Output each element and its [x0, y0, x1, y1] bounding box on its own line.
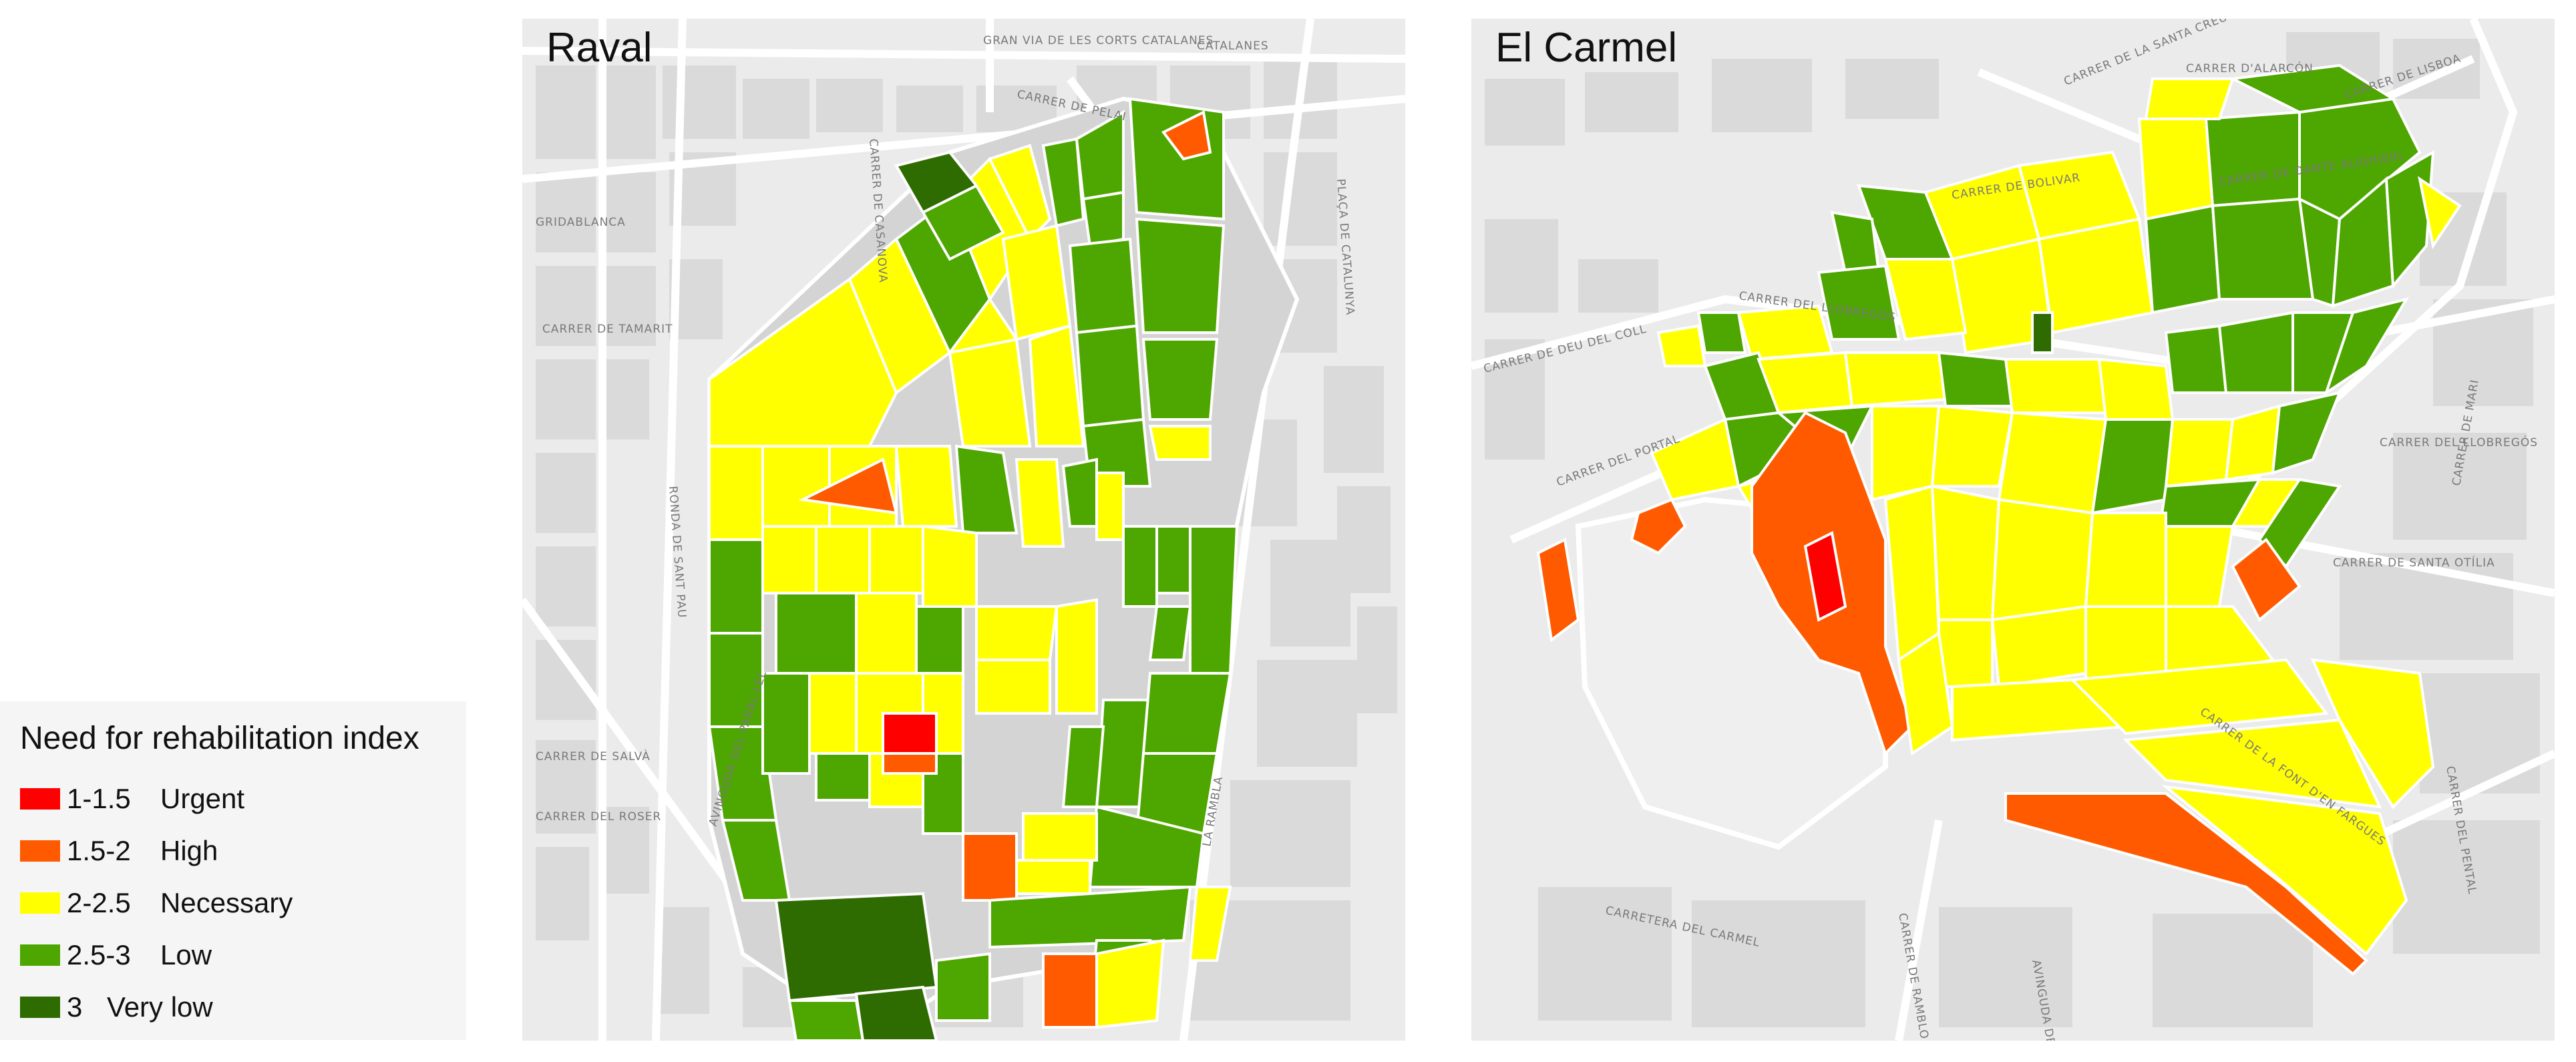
street-label: GRIDABLANCA: [536, 216, 626, 229]
legend-label: Very low: [107, 991, 213, 1023]
legend-item-very-low: 3 Very low: [20, 981, 466, 1033]
el-carmel-parcels: [1536, 63, 2462, 976]
legend: Need for rehabilitation index 1-1.5 Urge…: [0, 701, 466, 1040]
legend-swatch: [20, 840, 60, 862]
legend-item-low: 2.5-3 Low: [20, 929, 466, 981]
street-label: CATALANES: [1197, 39, 1269, 53]
street-label: CARRER DEL LLOBREGÓS: [2380, 435, 2538, 450]
legend-item-urgent: 1-1.5 Urgent: [20, 773, 466, 825]
legend-label: High: [160, 835, 218, 866]
raval-map[interactable]: CATALANES GRAN VIA DE LES CORTS CATALANE…: [522, 19, 1405, 1041]
legend-range: 1-1.5: [67, 783, 131, 814]
legend-label: Necessary: [160, 887, 293, 918]
raval-map-canvas: CATALANES GRAN VIA DE LES CORTS CATALANE…: [522, 19, 1405, 1041]
legend-item-necessary: 2-2.5 Necessary: [20, 877, 466, 929]
street-label: CARRER DE TAMARIT: [542, 323, 673, 336]
legend-swatch: [20, 997, 60, 1018]
legend-label: Urgent: [160, 783, 245, 814]
legend-swatch: [20, 944, 60, 966]
legend-label: Low: [160, 939, 212, 970]
raval-map-title: Raval: [546, 25, 653, 71]
legend-range: 1.5-2: [67, 835, 131, 866]
legend-range: 3: [67, 991, 83, 1023]
street-label: PLAÇA DE CATALUNYA: [1334, 178, 1356, 316]
el-carmel-map-canvas: CARRER D'ALARCÓN CARRER DE LA SANTA CREU…: [1471, 19, 2555, 1041]
street-label: GRAN VIA DE LES CORTS CATALANES: [983, 34, 1214, 47]
street-label: CARRER D'ALARCÓN: [2186, 61, 2314, 75]
street-label: CARRER DEL ROSER: [536, 810, 661, 824]
el-carmel-map-title: El Carmel: [1495, 25, 1678, 71]
raval-streets: [522, 19, 1405, 1041]
el-carmel-map[interactable]: CARRER D'ALARCÓN CARRER DE LA SANTA CREU…: [1471, 19, 2555, 1041]
street-label: CARRER DE SANTA OTÍLIA: [2333, 555, 2495, 570]
street-label: CARRER DE SALVÀ: [536, 749, 651, 763]
legend-swatch: [20, 892, 60, 914]
legend-swatch: [20, 788, 60, 810]
raval-parcels: [707, 97, 1239, 1041]
legend-title: Need for rehabilitation index: [20, 721, 419, 756]
legend-range: 2.5-3: [67, 939, 131, 970]
legend-range: 2-2.5: [67, 887, 131, 918]
legend-item-high: 1.5-2 High: [20, 825, 466, 877]
el-carmel-background-blocks: [1485, 32, 2540, 1027]
